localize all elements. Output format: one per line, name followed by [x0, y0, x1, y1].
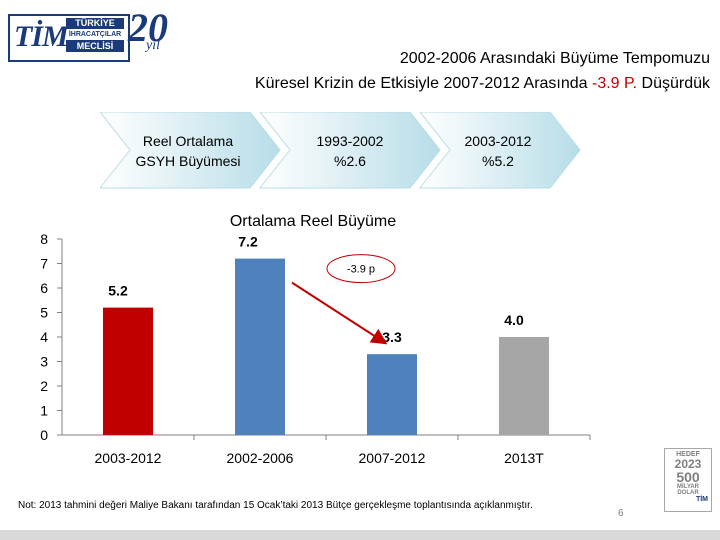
chevron-2-line2: %2.6	[334, 153, 366, 169]
chevron-3-line2: %5.2	[482, 153, 514, 169]
logo-anniversary: 20	[128, 5, 168, 50]
logo-anniversary-suffix: yıl	[146, 38, 160, 53]
slide-title-line2: Küresel Krizin de Etkisiyle 2007-2012 Ar…	[255, 75, 710, 93]
chevron-shape-3	[418, 112, 581, 189]
chevron-2-line1: 1993-2002	[317, 133, 384, 149]
title-line2-post: Düşürdük	[637, 75, 710, 92]
footnote: Not: 2013 tahmini değeri Maliye Bakanı t…	[18, 500, 533, 511]
bar-2007-2012	[367, 354, 417, 435]
growth-chevron-banner: Reel Ortalama GSYH Büyümesi 1993-2002 %2…	[100, 112, 581, 189]
badge-line1: HEDEF	[676, 451, 700, 458]
chart-annotation: -3.9 p	[291, 254, 396, 345]
chart-bars: 5.2 7.2 3.3 4.0	[103, 234, 549, 435]
title-line2-highlight: -3.9 P.	[592, 75, 638, 92]
logo-brand: TİM	[14, 20, 69, 53]
badge-line5: DOLAR	[677, 490, 699, 496]
y-tick-label: 6	[40, 280, 48, 296]
logo-line1: TÜRKİYE	[66, 18, 124, 29]
y-tick-label: 7	[40, 256, 48, 272]
hedef-2023-badge: HEDEF 2023 500 MİLYAR DOLAR TİM	[664, 448, 712, 512]
badge-line3: 500	[676, 469, 700, 485]
decline-arrow	[291, 281, 388, 345]
page-number: 6	[618, 508, 624, 519]
footer-bar	[0, 530, 720, 540]
bar-2013T	[499, 337, 549, 435]
chevron-3-line1: 2003-2012	[465, 133, 532, 149]
data-label: 7.2	[238, 234, 258, 250]
y-tick-label: 8	[40, 231, 48, 247]
data-label: 4.0	[504, 312, 524, 328]
decline-callout-ellipse	[326, 254, 396, 284]
bar-2003-2012	[103, 307, 153, 435]
bar-2002-2006	[235, 258, 285, 435]
logo-line2: İHRACATÇILAR	[68, 31, 122, 38]
y-tick-label: 5	[40, 305, 48, 321]
growth-bar-chart: Ortalama Reel Büyüme 0 1 2 3 4 5 6 7 8 2003-2012 2…	[40, 213, 591, 466]
y-tick-label: 3	[40, 354, 48, 370]
data-label: 5.2	[108, 283, 128, 299]
logo-line3: MECLİSİ	[66, 40, 124, 52]
badge-line2: 2023	[674, 457, 702, 471]
x-tick-label: 2013T	[504, 450, 544, 466]
x-tick-label: 2007-2012	[359, 450, 426, 466]
badge-line6: TİM	[695, 496, 708, 503]
chevron-shape-2	[258, 112, 441, 189]
y-tick-label: 4	[40, 329, 48, 345]
badge-line4: MİLYAR	[677, 484, 699, 490]
y-tick-label: 2	[40, 378, 48, 394]
slide-title-line1: 2002-2006 Arasındaki Büyüme Tempomuzu	[399, 50, 710, 67]
decline-callout-label: -3.9 p	[347, 264, 375, 276]
title-line2-pre: Küresel Krizin de Etkisiyle 2007-2012 Ar…	[254, 75, 592, 92]
data-label: 3.3	[382, 329, 402, 345]
chevron-shape-1	[100, 112, 281, 189]
y-tick-label: 1	[40, 403, 48, 419]
x-tick-label: 2002-2006	[227, 450, 294, 466]
chevron-1-line1: Reel Ortalama	[143, 133, 233, 149]
chart-title: Ortalama Reel Büyüme	[230, 213, 396, 230]
x-tick-label: 2003-2012	[95, 450, 162, 466]
chevron-1-line2: GSYH Büyümesi	[135, 153, 240, 169]
y-tick-label: 0	[40, 427, 48, 443]
